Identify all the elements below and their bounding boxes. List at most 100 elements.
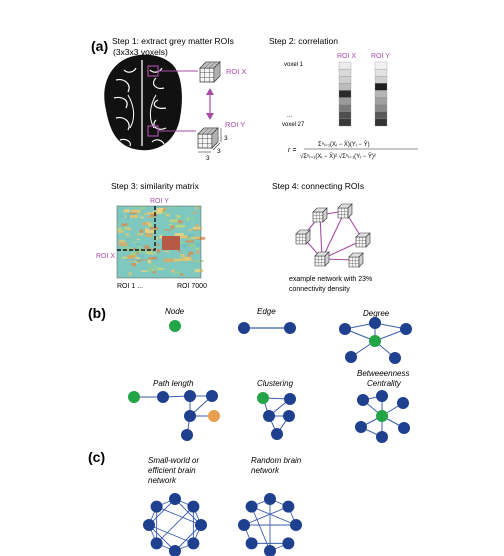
network-voxel-cube	[338, 204, 352, 218]
matrix-cell	[189, 244, 195, 247]
matrix-cell	[135, 259, 143, 261]
matrix-cell	[164, 258, 174, 262]
cube-dim-height: 3	[224, 135, 228, 142]
matrix-cell	[174, 207, 178, 208]
matrix-cell	[122, 256, 128, 259]
matrix-cell	[124, 211, 127, 213]
matrix-cell	[155, 242, 162, 243]
matrix-cell	[176, 215, 180, 218]
degree-example	[339, 317, 412, 364]
network-voxel-cube	[296, 230, 310, 244]
matrix-cell	[130, 215, 139, 218]
betweenness-title-line2: Centrality	[367, 379, 402, 388]
matrix-roi-y-label: ROI Y	[150, 198, 169, 205]
matrix-cell	[157, 249, 160, 253]
matrix-cell	[119, 240, 125, 243]
clustering-example	[257, 392, 296, 440]
matrix-cell	[125, 237, 133, 238]
formula-denominator: √Σⁿᵢ₌₁(Xᵢ − X̄)² √Σⁿᵢ₌₁(Yᵢ − Ȳ)²	[300, 153, 376, 160]
matrix-cell	[140, 217, 143, 219]
matrix-cell	[169, 207, 171, 209]
matrix-cell	[129, 228, 132, 230]
voxel-bar-segment	[339, 119, 351, 126]
step1-title: Step 1: extract grey matter ROIs	[112, 36, 234, 46]
matrix-cell	[156, 244, 159, 246]
small-world-title-line2: efficient brain	[148, 466, 196, 475]
node-title: Node	[165, 307, 185, 316]
step4-caption-line1: example network with 23%	[289, 276, 372, 283]
network-node	[151, 537, 163, 549]
step2-roi-y-label: ROI Y	[371, 53, 390, 60]
matrix-cell	[194, 269, 203, 272]
matrix-cell	[194, 260, 203, 262]
matrix-cell	[148, 257, 156, 260]
network-voxel-cube	[356, 233, 370, 247]
clustering-title: Clustering	[257, 379, 294, 388]
edge-title: Edge	[257, 307, 276, 316]
edge-example	[238, 322, 296, 334]
matrix-cell	[156, 237, 158, 240]
matrix-cell	[137, 239, 140, 240]
matrix-cell	[157, 268, 164, 270]
matrix-cell	[122, 223, 128, 226]
roi-network-diagram	[296, 204, 370, 267]
voxel-last-label: voxel 27	[282, 122, 305, 128]
matrix-cell	[192, 212, 197, 213]
matrix-cell	[152, 211, 162, 214]
matrix-cell	[148, 260, 151, 263]
matrix-cell	[180, 254, 184, 257]
network-node	[246, 537, 258, 549]
voxel-bar-segment	[375, 112, 387, 119]
matrix-cell	[171, 225, 174, 229]
matrix-cell	[188, 229, 192, 231]
step2-title: Step 2: correlation	[269, 36, 338, 46]
step4-caption-line2: connectivity density	[289, 286, 350, 293]
matrix-cell	[171, 269, 174, 272]
voxel-bar-segment	[339, 112, 351, 119]
step1-roi-y-label: ROI Y	[225, 120, 245, 129]
network-node	[187, 501, 199, 513]
matrix-cell	[151, 214, 158, 217]
matrix-cell	[130, 206, 137, 207]
voxel-bar-segment	[375, 98, 387, 105]
matrix-cell	[141, 271, 148, 272]
voxel-bar-roi-x	[339, 62, 351, 126]
path-length-title: Path length	[153, 379, 194, 388]
matrix-cell	[154, 265, 157, 267]
matrix-cell	[174, 271, 181, 273]
matrix-cell	[195, 248, 199, 250]
matrix-cell	[176, 225, 185, 228]
matrix-cell	[148, 223, 152, 227]
network-node	[282, 537, 294, 549]
matrix-cell	[178, 220, 183, 223]
matrix-cell	[178, 250, 181, 252]
matrix-cell	[181, 258, 189, 261]
voxel-bar-segment	[339, 62, 351, 69]
matrix-cell	[119, 243, 128, 247]
matrix-cell	[150, 227, 159, 229]
betweenness-title-line1: Betweeenness	[357, 369, 409, 378]
matrix-cell	[145, 245, 150, 249]
voxel-bar-segment	[339, 69, 351, 76]
node-example-green	[169, 320, 181, 332]
voxel-bar-segment	[339, 90, 351, 97]
matrix-axis-start: ROI 1 ...	[117, 283, 143, 290]
matrix-cell	[186, 240, 194, 242]
matrix-cell	[159, 235, 162, 239]
matrix-cell	[166, 214, 170, 216]
matrix-cell	[126, 239, 131, 240]
small-world-title-line3: network	[148, 476, 177, 485]
matrix-cell	[180, 273, 183, 275]
similarity-matrix	[117, 206, 205, 278]
voxel-bar-segment	[375, 119, 387, 126]
panel-a-label: (a)	[91, 38, 108, 54]
network-node	[282, 501, 294, 513]
voxel-bar-segment	[339, 83, 351, 90]
voxel-bar-segment	[339, 98, 351, 105]
matrix-cell	[124, 227, 129, 230]
matrix-cell	[131, 252, 135, 255]
voxel-bar-segment	[339, 76, 351, 83]
pearson-formula: r = Σⁿᵢ₌₁(Xᵢ − X̄)(Yᵢ − Ȳ) √Σⁿᵢ₌₁(Xᵢ − X…	[288, 141, 418, 160]
degree-title: Degree	[363, 309, 390, 318]
voxel-bar-segment	[375, 83, 387, 90]
